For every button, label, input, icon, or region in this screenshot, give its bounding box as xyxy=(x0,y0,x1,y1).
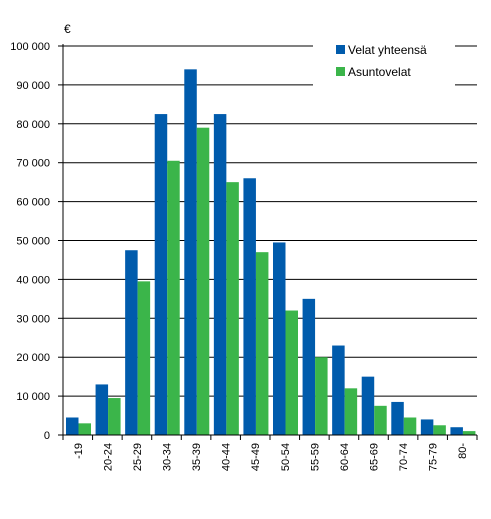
bar xyxy=(255,252,269,435)
y-tick-label: 60 000 xyxy=(16,197,50,209)
bar xyxy=(137,281,151,435)
x-tick-label: 70-74 xyxy=(398,443,410,471)
x-tick-label: -19 xyxy=(73,443,85,459)
bar xyxy=(226,182,239,435)
bar xyxy=(391,401,404,435)
y-tick-label: 80 000 xyxy=(16,119,50,131)
legend-label: Asuntovelat xyxy=(348,65,411,79)
x-tick-label: 50-54 xyxy=(280,443,292,471)
y-tick-label: 100 000 xyxy=(10,41,50,53)
bar xyxy=(213,114,227,435)
x-tick-label: 35-39 xyxy=(191,443,203,471)
y-tick-label: 30 000 xyxy=(16,313,50,325)
bar xyxy=(403,417,417,435)
bar xyxy=(285,310,298,435)
bar xyxy=(154,114,168,435)
legend-label: Velat yhteensä xyxy=(348,43,427,57)
x-tick-label: 20-24 xyxy=(102,443,114,471)
bar xyxy=(420,419,434,435)
bars xyxy=(66,69,476,435)
y-tick-label: 90 000 xyxy=(16,80,50,92)
x-tick-label: 25-29 xyxy=(132,443,144,471)
y-tick-label: 10 000 xyxy=(16,391,50,403)
bar xyxy=(462,431,476,435)
bar xyxy=(66,417,79,435)
bar xyxy=(167,160,180,435)
bar xyxy=(273,242,286,435)
gridlines xyxy=(63,45,477,397)
bar xyxy=(108,398,121,435)
y-tick-label: 50 000 xyxy=(16,236,50,248)
bar xyxy=(78,423,91,435)
x-tick-label: 45-49 xyxy=(250,443,262,471)
bar xyxy=(95,384,109,435)
bar xyxy=(332,345,345,435)
bar xyxy=(433,425,446,435)
y-tick-label: 0 xyxy=(44,430,50,442)
x-tick-label: 30-34 xyxy=(162,443,174,471)
bar xyxy=(374,405,387,435)
x-tick-label: 60-64 xyxy=(339,443,351,471)
bar xyxy=(361,376,375,435)
bar xyxy=(196,127,210,435)
x-tick-label: 75-79 xyxy=(428,443,440,471)
x-axis-ticks: -19 20-24 25-29 30-34 35-39 40-44 45-49 50-54 55… xyxy=(62,435,478,471)
y-tick-label: 20 000 xyxy=(16,352,50,364)
legend-swatch xyxy=(336,67,345,76)
bar xyxy=(302,298,316,435)
x-tick-label: 55-59 xyxy=(309,443,321,471)
x-tick-label: 80- xyxy=(457,443,469,459)
y-unit-label: € xyxy=(64,22,71,36)
bar xyxy=(125,250,138,435)
y-tick-label: 70 000 xyxy=(16,158,50,170)
legend-swatch xyxy=(336,45,345,54)
x-tick-label: 65-69 xyxy=(369,443,381,471)
x-tick-label: 40-44 xyxy=(221,443,233,471)
legend: Velat yhteensä Asuntovelat xyxy=(313,38,455,88)
bar xyxy=(243,178,256,435)
bar xyxy=(344,388,358,435)
axes xyxy=(62,44,477,436)
bar xyxy=(315,357,328,435)
bar xyxy=(184,69,197,435)
bar xyxy=(450,427,463,435)
y-tick-label: 40 000 xyxy=(16,274,50,286)
y-axis-ticks: 0 10 000 20 000 30 000 40 000 50 000 60 000 70 … xyxy=(10,41,63,442)
